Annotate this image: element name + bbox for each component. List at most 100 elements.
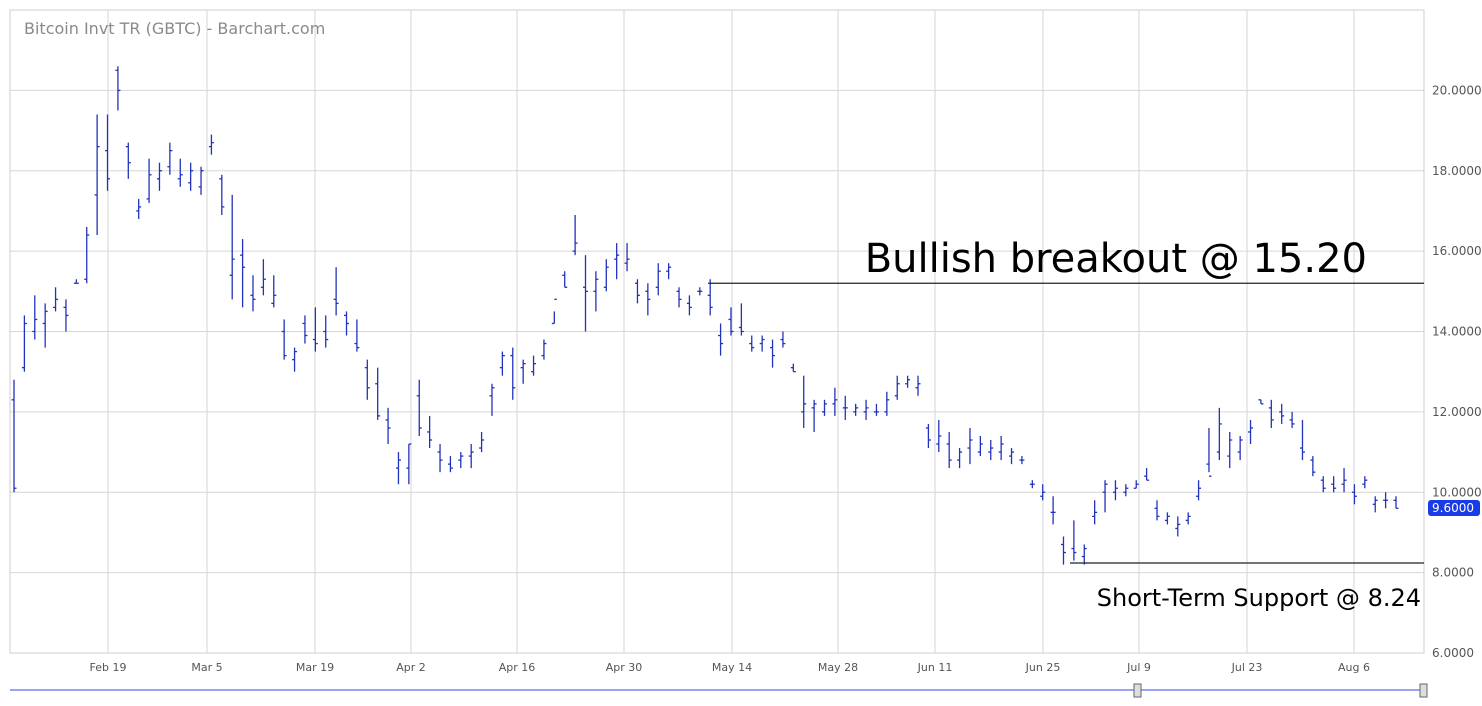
- ohlc-bar: [1185, 512, 1191, 525]
- ohlc-bar: [905, 375, 911, 388]
- ohlc-bar: [1383, 492, 1389, 509]
- ohlc-bar: [593, 271, 599, 312]
- ohlc-bar: [551, 298, 557, 325]
- ohlc-bar: [344, 311, 350, 336]
- time-scrollbar[interactable]: [10, 683, 1428, 698]
- scrollbar-handle-left[interactable]: [1133, 683, 1142, 698]
- y-tick-label: 12.0000: [1432, 405, 1482, 419]
- ohlc-bar: [957, 448, 963, 469]
- ohlc-bar: [645, 283, 651, 316]
- ohlc-bar: [562, 271, 568, 288]
- ohlc-bar: [105, 114, 111, 191]
- ohlc-bar: [1009, 448, 1015, 465]
- ohlc-bar: [894, 375, 900, 400]
- ohlc-bar: [634, 279, 640, 304]
- ohlc-bar: [489, 383, 495, 416]
- ohlc-bar: [240, 239, 246, 308]
- x-tick-label: Mar 19: [296, 661, 334, 674]
- ohlc-bar: [1268, 399, 1274, 428]
- x-tick-label: Jun 25: [1025, 661, 1061, 674]
- ohlc-bar: [312, 307, 318, 352]
- ohlc-bar: [811, 399, 817, 432]
- ohlc-bar: [167, 142, 173, 175]
- y-tick-label: 14.0000: [1432, 325, 1482, 339]
- ohlc-bar: [1289, 411, 1295, 428]
- x-tick-label: Jul 9: [1126, 661, 1151, 674]
- ohlc-bar: [1040, 484, 1046, 501]
- ohlc-bar: [188, 162, 194, 191]
- ohlc-bar: [208, 134, 214, 155]
- ohlc-bar: [406, 443, 412, 485]
- ohlc-bar: [1341, 468, 1347, 493]
- ohlc-bar: [198, 166, 204, 195]
- ohlc-bar: [988, 440, 994, 461]
- ohlc-bar: [1216, 407, 1222, 461]
- ohlc-bar: [63, 299, 69, 332]
- ohlc-bar: [624, 243, 630, 272]
- ohlc-bar: [447, 456, 453, 473]
- ohlc-bar: [510, 347, 516, 400]
- ohlc-bar: [1144, 468, 1150, 481]
- ohlc-bar: [136, 198, 142, 219]
- ohlc-bar: [1019, 456, 1025, 465]
- ohlc-bar: [1050, 496, 1056, 525]
- y-tick-label: 18.0000: [1432, 164, 1482, 178]
- scrollbar-handle-right[interactable]: [1419, 683, 1428, 698]
- ohlc-bar: [884, 391, 890, 416]
- ohlc-bar: [292, 347, 298, 372]
- ohlc-bar: [333, 267, 339, 316]
- y-tick-label: 16.0000: [1432, 244, 1482, 258]
- ohlc-bar: [53, 287, 59, 312]
- ohlc-bar: [718, 323, 724, 356]
- x-tick-label: Apr 16: [499, 661, 536, 674]
- ohlc-bar: [1112, 480, 1118, 501]
- ohlc-bar: [323, 315, 329, 348]
- ohlc-bar: [821, 399, 827, 416]
- x-tick-label: Jun 11: [917, 661, 953, 674]
- x-tick-label: May 28: [818, 661, 858, 674]
- ohlc-bar: [780, 331, 786, 348]
- y-axis: 6.0000 8.0000 10.0000 12.0000 14.0000 16.0000…: [1432, 83, 1482, 660]
- ohlc-bar: [1299, 419, 1305, 461]
- ohlc-bar: [375, 367, 381, 420]
- ohlc-bar: [832, 387, 838, 416]
- ohlc-bar: [873, 403, 879, 416]
- ohlc-bar: [676, 287, 682, 308]
- ohlc-bar: [416, 379, 422, 436]
- plot-frame: [9, 9, 1425, 654]
- ohlc-bar: [1154, 500, 1160, 521]
- ohlc-bar: [666, 263, 672, 280]
- ohlc-bar: [21, 315, 27, 372]
- ohlc-bar: [946, 431, 952, 469]
- ohlc-bar: [458, 452, 464, 469]
- ohlc-bar: [229, 194, 235, 300]
- ohlc-bar: [1196, 480, 1202, 501]
- ohlc-bar: [1206, 427, 1212, 477]
- ohlc-bar: [728, 307, 734, 336]
- ohlc-bar: [531, 355, 537, 376]
- ohlc-bar: [603, 259, 609, 292]
- x-tick-label: Feb 19: [90, 661, 127, 674]
- ohlc-bar: [250, 275, 256, 312]
- ohlc-bar: [686, 295, 692, 316]
- x-tick-label: Jul 23: [1231, 661, 1263, 674]
- ohlc-bar: [520, 359, 526, 384]
- ohlc-bar: [468, 444, 474, 469]
- ohlc-bar: [1279, 403, 1285, 424]
- ohlc-bar: [1175, 516, 1181, 537]
- ohlc-bar: [998, 435, 1004, 461]
- ohlc-bar: [842, 395, 848, 420]
- ohlc-bar: [479, 431, 485, 453]
- ohlc-bar: [281, 319, 287, 360]
- ohlc-bar: [707, 279, 713, 316]
- ohlc-bar: [759, 335, 765, 352]
- last-price-badge: [1428, 500, 1480, 516]
- x-tick-label: May 14: [712, 661, 752, 674]
- y-tick-label: 6.0000: [1432, 646, 1474, 660]
- ohlc-bar: [1081, 544, 1087, 565]
- ohlc-bar: [697, 287, 703, 296]
- ohlc-bar: [499, 351, 505, 376]
- ohlc-bar: [770, 339, 776, 368]
- ohlc-bar: [583, 255, 589, 332]
- ohlc-bar: [541, 339, 547, 360]
